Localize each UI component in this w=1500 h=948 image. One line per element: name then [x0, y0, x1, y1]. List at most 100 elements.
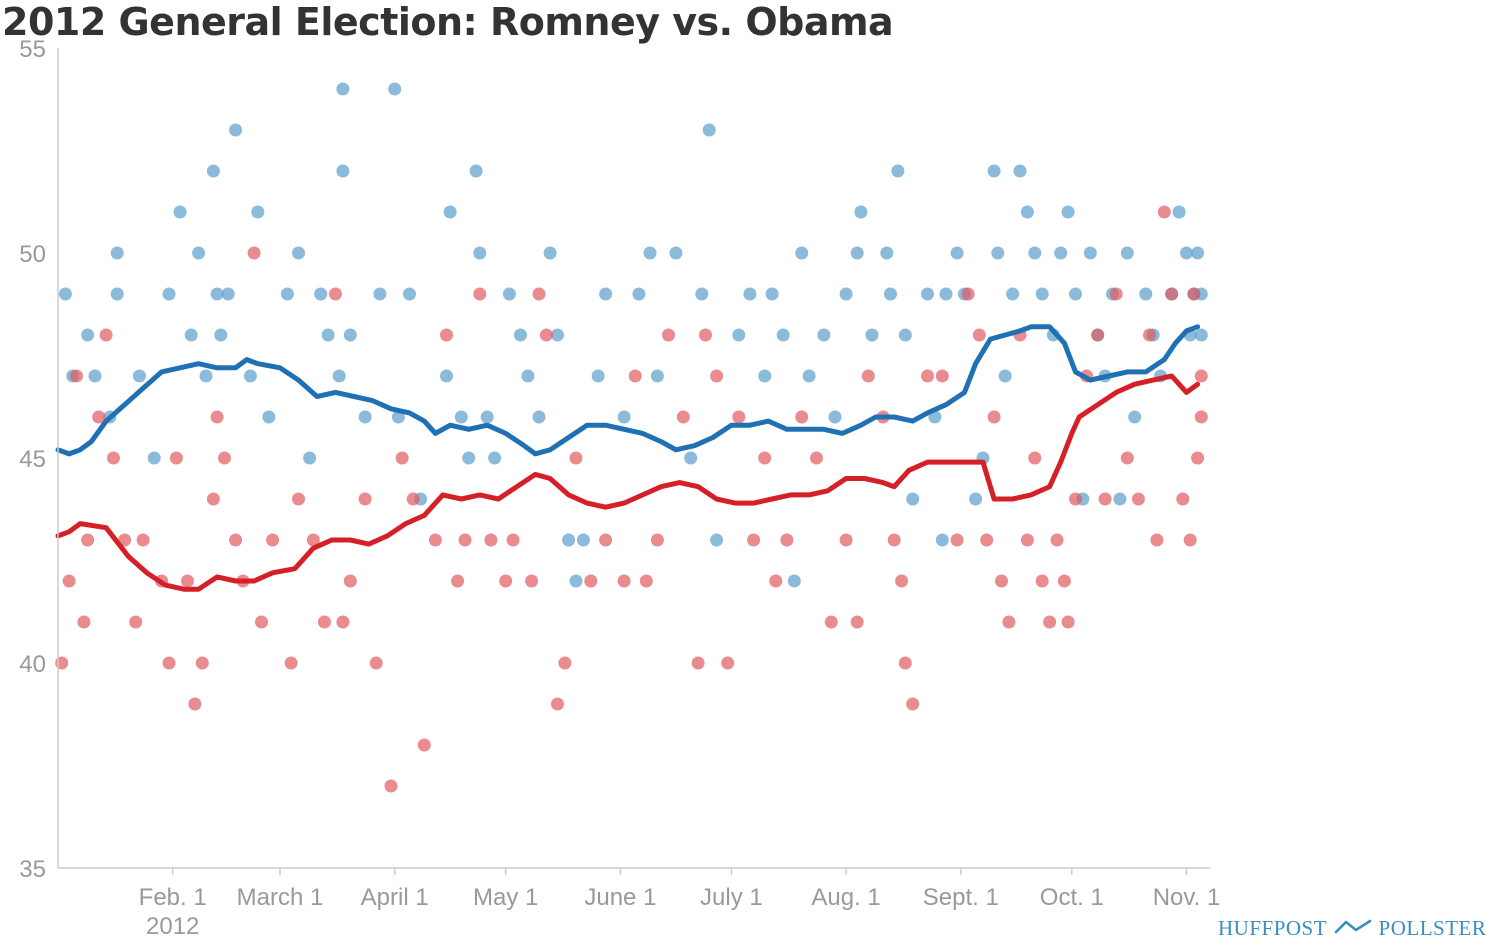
series-0-poll-dot — [817, 328, 831, 342]
series-1-poll-dot — [1043, 615, 1057, 629]
series-0-poll-dot — [987, 164, 1001, 178]
series-1-poll-dot — [961, 287, 975, 301]
series-1-poll-dot — [935, 369, 949, 383]
series-1-poll-dot — [1057, 574, 1071, 588]
series-1-poll-dot — [473, 287, 487, 301]
series-0-poll-dot — [343, 328, 357, 342]
x-tick-label: Feb. 1 — [139, 884, 207, 911]
series-0-poll-dot — [643, 246, 657, 260]
series-1-poll-dot — [584, 574, 598, 588]
x-tick-label: May 1 — [473, 884, 538, 911]
series-1-poll-dot — [780, 533, 794, 547]
series-0-poll-dot — [358, 410, 372, 424]
x-tick-label: Sept. 1 — [923, 884, 999, 911]
series-0-poll-dot — [765, 287, 779, 301]
series-1-poll-dot — [539, 328, 553, 342]
series-1-poll-dot — [1069, 492, 1082, 506]
series-1-poll-dot — [906, 697, 920, 711]
series-0-poll-dot — [854, 205, 868, 219]
series-1-poll-dot — [1131, 492, 1145, 506]
series-0-poll-dot — [743, 287, 757, 301]
series-0-poll-dot — [469, 164, 483, 178]
series-1-poll-dot — [887, 533, 901, 547]
series-1-poll-dot — [747, 533, 761, 547]
series-1-poll-dot — [895, 574, 909, 588]
series-0-poll-dot — [1013, 164, 1027, 178]
series-0-poll-dot — [440, 369, 453, 383]
series-1-poll-dot — [721, 656, 735, 670]
series-0-poll-dot — [454, 410, 468, 424]
series-0-poll-dot — [532, 410, 546, 424]
series-1-poll-dot — [406, 492, 420, 506]
series-1-poll-dot — [292, 492, 305, 506]
series-1-poll-dot — [1020, 533, 1034, 547]
series-1-poll-dot — [532, 287, 546, 301]
series-1-poll-dot — [369, 656, 383, 670]
series-1-poll-dot — [255, 615, 268, 629]
series-0-poll-dot — [1113, 492, 1127, 506]
series-0-poll-dot — [443, 205, 457, 219]
series-1-poll-dot — [558, 656, 572, 670]
series-0-poll-dot — [617, 410, 631, 424]
series-1-poll-dot — [218, 451, 231, 465]
series-1-poll-dot — [650, 533, 664, 547]
series-0-poll-dot — [1069, 287, 1082, 301]
series-1-poll-dot — [599, 533, 613, 547]
series-0-poll-dot — [388, 82, 402, 96]
series-1-poll-dot — [336, 615, 350, 629]
series-0-poll-dot — [906, 492, 920, 506]
series-0-poll-dot — [221, 287, 235, 301]
series-0-poll-dot — [576, 533, 590, 547]
series-1-poll-dot — [1187, 287, 1201, 301]
series-1-poll-dot — [77, 615, 91, 629]
series-0-poll-dot — [214, 328, 228, 342]
y-tick-label: 55 — [19, 36, 46, 63]
series-0-poll-dot — [332, 369, 346, 383]
series-1-poll-dot — [662, 328, 675, 342]
series-1-poll-dot — [188, 697, 202, 711]
series-0-poll-dot — [569, 574, 583, 588]
x-tick-label: Nov. 1 — [1153, 884, 1221, 911]
series-0-poll-dot — [839, 287, 853, 301]
series-0-poll-dot — [850, 246, 864, 260]
series-0-poll-dot — [147, 451, 161, 465]
series-1-poll-dot — [458, 533, 472, 547]
series-0-poll-dot — [939, 287, 953, 301]
series-1-poll-dot — [1109, 287, 1123, 301]
series-1-poll-dot — [921, 369, 934, 383]
series-1-poll-dot — [1028, 451, 1042, 465]
series-0-poll-dot — [1194, 328, 1208, 342]
series-0-poll-dot — [1139, 287, 1153, 301]
series-1-poll-dot — [428, 533, 442, 547]
series-1-poll-dot — [525, 574, 539, 588]
y-tick-label: 45 — [19, 446, 46, 473]
series-1-poll-dot — [1035, 574, 1049, 588]
series-1-poll-dot — [1194, 410, 1208, 424]
series-0-poll-dot — [373, 287, 387, 301]
series-1-poll-dot — [70, 369, 83, 383]
series-1-poll-dot — [1150, 533, 1164, 547]
poll-dots — [55, 82, 1208, 793]
series-1-poll-dot — [1194, 369, 1208, 383]
series-0-poll-dot — [1120, 246, 1134, 260]
series-1-poll-dot — [1120, 451, 1134, 465]
series-1-poll-dot — [181, 574, 194, 588]
series-1-poll-dot — [329, 287, 342, 301]
series-0-poll-dot — [1128, 410, 1142, 424]
series-1-poll-dot — [506, 533, 520, 547]
series-0-poll-dot — [132, 369, 146, 383]
series-1-poll-dot — [81, 533, 95, 547]
series-1-poll-dot — [499, 574, 513, 588]
series-1-poll-dot — [769, 574, 783, 588]
series-0-poll-dot — [787, 574, 801, 588]
y-tick-label: 50 — [19, 241, 46, 268]
series-1-poll-dot — [1176, 492, 1190, 506]
series-1-poll-dot — [417, 738, 431, 752]
series-0-poll-dot — [1020, 205, 1034, 219]
y-tick-label: 40 — [19, 651, 46, 678]
series-0-poll-dot — [314, 287, 328, 301]
series-1-poll-dot — [229, 533, 243, 547]
series-1-poll-dot — [551, 697, 564, 711]
series-0-poll-dot — [110, 246, 124, 260]
